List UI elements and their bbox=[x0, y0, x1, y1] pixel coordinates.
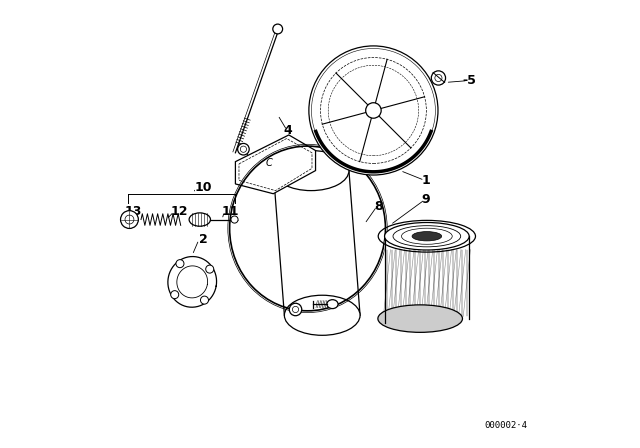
Text: 6: 6 bbox=[297, 316, 305, 329]
Circle shape bbox=[231, 216, 238, 223]
Text: 12: 12 bbox=[171, 205, 188, 218]
Text: 1: 1 bbox=[422, 174, 430, 187]
Text: 11: 11 bbox=[221, 205, 239, 218]
Polygon shape bbox=[273, 171, 360, 315]
Ellipse shape bbox=[273, 151, 349, 190]
Polygon shape bbox=[236, 135, 316, 194]
Text: -5: -5 bbox=[463, 74, 476, 87]
Circle shape bbox=[125, 215, 134, 224]
Ellipse shape bbox=[327, 300, 338, 309]
Ellipse shape bbox=[273, 24, 283, 34]
Circle shape bbox=[200, 296, 209, 304]
Ellipse shape bbox=[412, 232, 442, 241]
Text: 13: 13 bbox=[125, 205, 142, 218]
Circle shape bbox=[205, 265, 214, 273]
Circle shape bbox=[120, 211, 138, 228]
Circle shape bbox=[176, 260, 184, 267]
Text: 7: 7 bbox=[324, 323, 333, 336]
Text: 000002·4: 000002·4 bbox=[484, 421, 528, 430]
Ellipse shape bbox=[385, 223, 469, 250]
Ellipse shape bbox=[378, 305, 463, 332]
Text: 8: 8 bbox=[374, 200, 383, 213]
Text: 3: 3 bbox=[248, 154, 257, 167]
Text: 4: 4 bbox=[284, 124, 292, 137]
Polygon shape bbox=[168, 257, 216, 307]
Circle shape bbox=[171, 291, 179, 299]
Circle shape bbox=[365, 103, 381, 118]
Circle shape bbox=[431, 71, 445, 85]
Polygon shape bbox=[385, 236, 469, 323]
Text: 10: 10 bbox=[195, 181, 212, 194]
Circle shape bbox=[309, 46, 438, 175]
Ellipse shape bbox=[284, 295, 360, 335]
Text: C: C bbox=[266, 158, 272, 168]
Polygon shape bbox=[177, 266, 207, 298]
Text: 2: 2 bbox=[199, 233, 207, 246]
Text: 9: 9 bbox=[422, 193, 430, 206]
Ellipse shape bbox=[189, 213, 211, 226]
Circle shape bbox=[237, 143, 249, 155]
Circle shape bbox=[289, 303, 301, 316]
